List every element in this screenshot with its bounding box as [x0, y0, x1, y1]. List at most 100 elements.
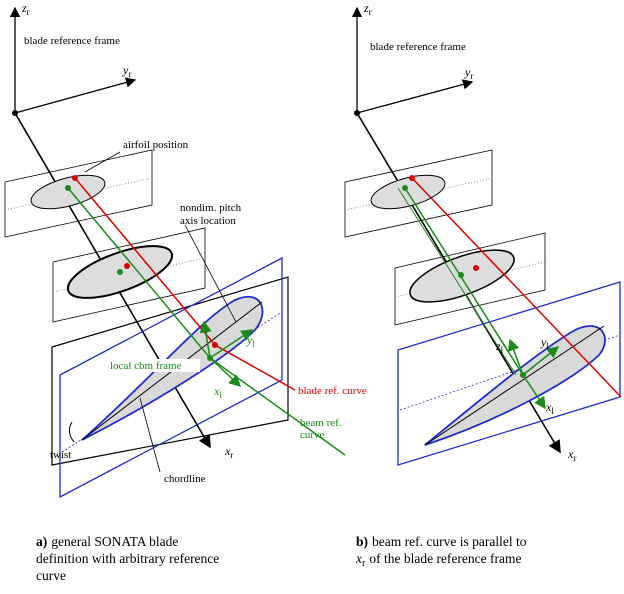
annotation: local cbm frame [110, 360, 182, 372]
axis-label: yr [464, 65, 473, 81]
label-part: r [128, 69, 131, 79]
section-plane [4, 149, 153, 238]
ref-point [72, 175, 78, 181]
frame-title: blade reference frame [24, 35, 120, 47]
local-x [522, 374, 546, 410]
ref-point [473, 265, 479, 271]
label-part: x [224, 444, 231, 458]
label-part: l [551, 406, 554, 416]
frame-title: blade reference frame [370, 41, 466, 53]
panel-b [344, 6, 622, 466]
label-part: r [27, 7, 30, 17]
axis-label: xr [224, 444, 233, 460]
label-part: y [122, 63, 129, 77]
local-y [209, 329, 254, 359]
axis-label: yl [246, 333, 255, 349]
label-part: y [540, 335, 547, 349]
airfoil [30, 174, 106, 210]
label-bg [108, 359, 200, 372]
label-part: l [206, 325, 209, 335]
label-part: x [213, 384, 220, 398]
label-part: y [246, 333, 253, 347]
rotated-plane [397, 281, 621, 466]
caption: b) beam ref. curve is parallel to xr of the… [355, 534, 527, 569]
section-plane [344, 149, 493, 238]
section-plane [52, 227, 206, 323]
annotation: beam ref. curve [300, 417, 342, 441]
twist-arc [68, 421, 75, 443]
leader-line [184, 224, 237, 323]
label-part: y [464, 65, 471, 79]
label-part: of the blade reference frame [369, 551, 521, 566]
label-part: r [573, 453, 576, 463]
panel-a [4, 6, 346, 499]
ref-point [124, 263, 130, 269]
local-z [508, 338, 524, 376]
label-part: beam ref. [300, 417, 342, 429]
label-part: b) [356, 534, 368, 549]
ref-point [212, 342, 218, 348]
ref-point [65, 185, 71, 191]
ref-point [402, 185, 408, 191]
annotation: airfoil position [123, 139, 189, 151]
ref-point [458, 272, 464, 278]
label-part: x [545, 400, 552, 414]
rotated-plane [59, 256, 283, 499]
axis-label: yr [122, 63, 131, 79]
y-axis [14, 77, 137, 114]
label-part: nondim. pitch [180, 202, 242, 214]
label-part: axis location [180, 215, 236, 227]
label-part: l [219, 390, 222, 400]
local-y [522, 346, 560, 376]
label-part: a) [36, 534, 47, 549]
label-part: general SONATA blade [51, 534, 178, 549]
axis-label: xr [567, 447, 576, 463]
axis-label: zl [495, 339, 504, 355]
plane-guide [52, 257, 206, 293]
axis-label: zr [363, 1, 372, 17]
ref-point [117, 269, 123, 275]
annotation: nondim. pitch axis location [180, 202, 242, 227]
beam-ref-curve [404, 187, 524, 376]
label-part: beam ref. curve is parallel to [372, 534, 527, 549]
axis-label: zr [21, 1, 30, 17]
panel-a-labels: zr blade reference frame yr airfoil posi… [21, 1, 367, 583]
label-part: l [252, 339, 255, 349]
label-part: definition with arbitrary reference [36, 551, 219, 566]
ref-point [409, 175, 415, 181]
label-part: z [200, 319, 206, 333]
label-part: x [355, 551, 362, 566]
label-part: curve [300, 429, 325, 441]
annotation: chordline [164, 473, 206, 485]
leader-line [139, 397, 161, 473]
label-part: l [501, 345, 504, 355]
axis-label: xl [213, 384, 222, 400]
origin [12, 110, 18, 116]
section-plane [394, 232, 546, 326]
annotation: twist [50, 449, 71, 461]
label-part: curve [36, 568, 66, 583]
blade-ref-curve [411, 177, 622, 398]
label-part: z [21, 1, 27, 15]
label-part: z [495, 339, 501, 353]
panel-b-labels: zr blade reference frame yr zl yl xl xr … [355, 1, 576, 569]
origin [354, 110, 360, 116]
label-part: r [230, 450, 233, 460]
section-plane [51, 276, 289, 466]
axis-label: zl [200, 319, 209, 335]
y-axis [356, 79, 474, 114]
label-part: r [362, 558, 366, 569]
annotation: blade ref. curve [298, 385, 367, 397]
local-x [209, 357, 242, 388]
label-part: x [567, 447, 574, 461]
label-part: r [470, 71, 473, 81]
label-part: l [546, 341, 549, 351]
local-z [199, 320, 212, 359]
label-part: r [369, 7, 372, 17]
axis-label: xl [545, 400, 554, 416]
label-part: z [363, 1, 369, 15]
leader-line [84, 151, 121, 173]
beam-ref-curve [397, 187, 517, 376]
chordline [424, 325, 605, 446]
